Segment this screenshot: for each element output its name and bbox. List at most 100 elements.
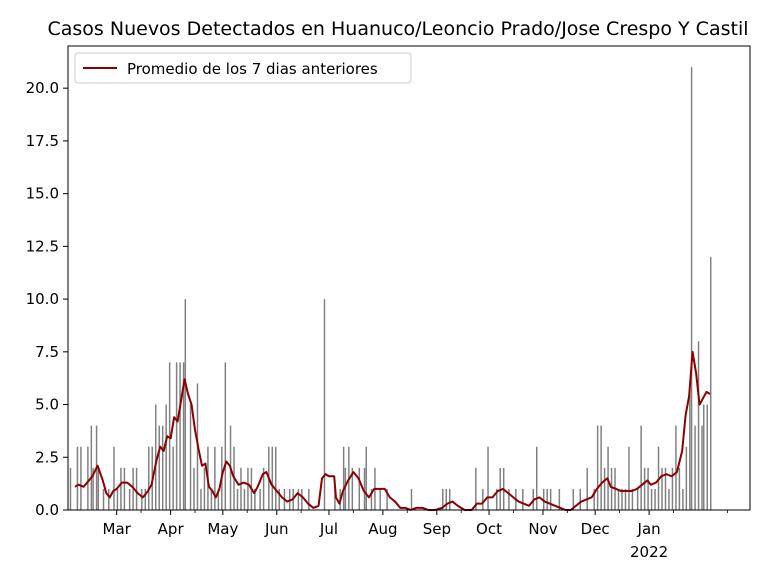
x-tick-label: Nov — [528, 520, 557, 538]
bar — [621, 488, 623, 510]
axes-layer: 0.0 2.5 5.0 7.5 10.0 12.5 15.0 17.5 20.0 Mar Apr Ma… — [26, 45, 751, 561]
bar — [442, 488, 444, 510]
bar — [193, 467, 195, 510]
bar — [495, 488, 498, 510]
bar — [210, 488, 213, 510]
bar — [247, 467, 249, 510]
y-tick-label: 2.5 — [35, 448, 59, 466]
bar — [69, 467, 72, 510]
bar — [675, 425, 677, 510]
legend-box — [74, 52, 412, 84]
bar — [108, 488, 110, 510]
legend-label: Promedio de los 7 dias anteriores — [127, 60, 378, 78]
bar — [586, 467, 588, 510]
bar — [475, 467, 477, 510]
bar — [650, 488, 653, 510]
bar — [203, 467, 206, 510]
bar — [301, 488, 303, 510]
line-layer — [74, 350, 711, 511]
bar — [172, 446, 174, 510]
x-tick-label: Jun — [264, 520, 288, 538]
legend: Promedio de los 7 dias anteriores — [74, 52, 412, 84]
bar — [271, 446, 274, 510]
y-tick-label: 17.5 — [26, 132, 59, 150]
bar — [449, 488, 451, 510]
bar — [236, 488, 239, 510]
bar — [487, 446, 489, 510]
bar — [499, 467, 501, 510]
y-tick-label: 15.0 — [26, 185, 59, 203]
bar — [224, 362, 227, 510]
bar — [297, 488, 300, 510]
bar — [128, 488, 131, 510]
bar — [617, 488, 620, 510]
bar — [363, 467, 366, 510]
y-tick-label: 12.5 — [26, 237, 59, 255]
y-tick-label: 5.0 — [35, 396, 59, 414]
bar — [671, 467, 674, 510]
bar — [90, 425, 93, 510]
bar — [189, 404, 192, 510]
bar — [323, 299, 326, 510]
bar — [689, 383, 691, 510]
bar — [482, 488, 484, 510]
bar — [579, 488, 581, 510]
bar — [113, 446, 115, 510]
bar — [342, 446, 345, 510]
bar — [243, 488, 246, 510]
bar — [116, 488, 119, 510]
x-tick-label: Oct — [476, 520, 502, 538]
x-tick-label: Dec — [581, 520, 610, 538]
bar — [175, 362, 178, 510]
bar — [706, 404, 708, 510]
x-tick-label: Jan — [637, 520, 661, 538]
bar — [288, 488, 291, 510]
bar — [158, 425, 160, 510]
bar — [92, 467, 94, 510]
bar — [351, 467, 354, 510]
bar — [370, 488, 373, 510]
bar — [184, 299, 187, 510]
bar — [697, 341, 700, 510]
bar — [703, 404, 705, 510]
y-tick-label: 0.0 — [35, 501, 59, 519]
y-tick-label: 20.0 — [26, 79, 59, 97]
bar — [661, 467, 663, 510]
bar — [141, 488, 143, 510]
bar — [654, 488, 656, 510]
bar — [610, 467, 613, 510]
bar — [165, 404, 167, 510]
x-tick-label: Sep — [423, 520, 451, 538]
bar — [148, 446, 150, 510]
bar — [308, 488, 310, 510]
bar — [546, 488, 548, 510]
bar — [120, 467, 122, 510]
bar — [254, 488, 256, 510]
bar — [97, 467, 100, 510]
bar — [365, 446, 367, 510]
bar — [161, 425, 164, 510]
chart-title: Casos Nuevos Detectados en Huanuco/Leonc… — [48, 18, 749, 40]
bar — [87, 446, 89, 510]
bar — [144, 488, 147, 510]
bar — [709, 256, 712, 510]
bar — [445, 488, 448, 510]
bar — [217, 488, 220, 510]
bar — [168, 362, 171, 510]
bar — [358, 467, 361, 510]
bar — [334, 488, 336, 510]
bar — [200, 488, 202, 510]
bar — [664, 467, 667, 510]
bar — [76, 446, 79, 510]
bar — [102, 488, 105, 510]
bar — [275, 446, 277, 510]
bar — [344, 467, 347, 510]
bar — [80, 446, 82, 510]
bar — [259, 488, 261, 510]
bar — [386, 488, 388, 510]
bar — [640, 425, 642, 510]
bar — [410, 488, 413, 510]
bar — [628, 446, 630, 510]
bar — [536, 446, 538, 510]
